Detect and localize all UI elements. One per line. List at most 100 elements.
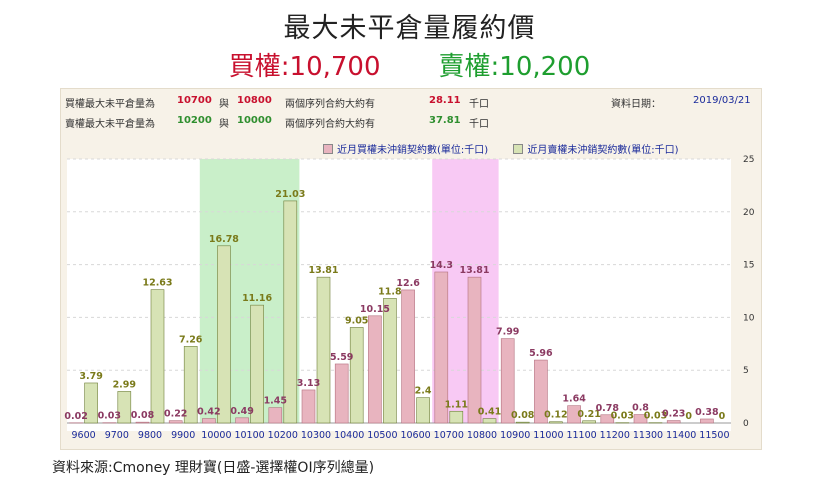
call-label: 買權	[228, 52, 281, 82]
info-put-unit: 千口	[469, 119, 489, 130]
x-tick-label: 11400	[666, 430, 696, 441]
call-bar-label: 0.78	[596, 403, 620, 414]
info-put-amount: 37.81	[429, 115, 461, 126]
put-bar	[283, 200, 298, 424]
x-tick-label: 11500	[699, 430, 729, 441]
info-call-and: 與	[219, 99, 229, 110]
put-bar-label: 0.12	[544, 410, 567, 421]
put-bar-label: 11.8	[378, 286, 402, 297]
put-bar-label: 9.05	[345, 315, 368, 326]
put-label: 賣權	[438, 52, 491, 82]
info-date-label: 資料日期：	[611, 99, 661, 110]
x-tick-label: 10900	[500, 430, 530, 441]
info-call-amount: 28.11	[429, 95, 461, 106]
put-bar	[449, 410, 464, 424]
call-bar	[567, 405, 581, 424]
call-bar-label: 12.6	[396, 278, 420, 289]
call-bar	[600, 414, 615, 424]
info-call-v1: 10700	[177, 95, 212, 106]
call-max-strike: 買權:10,700	[229, 52, 381, 82]
put-bar-label: 11.16	[242, 293, 272, 304]
y-tick-label: 20	[743, 208, 755, 218]
put-bar-label: 0	[685, 411, 692, 422]
call-bar-label: 7.99	[496, 327, 519, 338]
call-bar	[235, 417, 249, 424]
put-bar	[217, 245, 231, 424]
put-bar-label: 16.78	[209, 234, 239, 245]
call-bar	[434, 271, 449, 424]
plot-area	[67, 159, 731, 431]
x-tick-label: 10100	[234, 430, 264, 441]
put-bar-label: 2.4	[415, 386, 432, 397]
put-bar-label: 0.21	[577, 409, 600, 420]
put-bar	[84, 382, 98, 424]
call-bar	[666, 420, 681, 424]
put-bar-label: 0	[719, 411, 726, 422]
put-bar	[250, 304, 264, 424]
x-tick-label: 11200	[600, 430, 630, 441]
put-bar	[150, 289, 165, 424]
info-put-and: 與	[219, 119, 229, 130]
put-bar-label: 0.08	[511, 410, 535, 421]
x-tick-label: 10000	[201, 430, 231, 441]
put-bar-label: 21.03	[275, 189, 305, 200]
put-bar	[549, 421, 563, 424]
x-tick-label: 10200	[268, 430, 298, 441]
x-tick-label: 10400	[334, 430, 364, 441]
call-bar-label: 0.22	[164, 409, 187, 420]
call-bar-label: 10.15	[360, 304, 390, 315]
x-tick-label: 10300	[301, 430, 331, 441]
info-put-text: 兩個序列合約大約有	[285, 119, 375, 130]
highlight-band-put	[199, 159, 300, 423]
call-bar-label: 0.08	[131, 410, 155, 421]
call-bar	[268, 407, 283, 424]
x-tick-label: 11000	[533, 430, 563, 441]
put-bar-label: 3.79	[79, 371, 102, 382]
call-bar	[301, 389, 316, 424]
put-bar	[582, 420, 596, 424]
info-put-v2: 10000	[237, 115, 272, 126]
legend-item-put: 近月賣權未沖銷契約數(單位:千口)	[513, 141, 679, 156]
call-bar-label: 3.13	[297, 378, 320, 389]
call-bar-label: 13.81	[459, 265, 489, 276]
call-bar-label: 0.49	[230, 406, 253, 417]
info-call-v2: 10800	[237, 95, 272, 106]
info-put-label: 賣權最大未平倉量為	[65, 119, 155, 130]
call-bar	[700, 418, 714, 424]
put-bar-label: 13.81	[308, 265, 338, 276]
put-value: :10,200	[490, 52, 591, 82]
put-bar-label: 0.03	[644, 411, 667, 422]
legend-item-call: 近月買權未沖銷契約數(單位:千口)	[323, 141, 488, 156]
call-bar-label: 5.96	[529, 348, 553, 359]
legend-label-put: 近月賣權未沖銷契約數(單位:千口)	[527, 145, 679, 156]
y-tick-label: 5	[743, 366, 749, 376]
x-tick-label: 10500	[367, 430, 397, 441]
call-bar-label: 0.38	[695, 407, 719, 418]
call-bar-label: 5.59	[330, 352, 353, 363]
chart-subtitle: 買權:10,700 賣權:10,200	[0, 46, 819, 83]
chart-panel: 買權最大未平倉量為 10700 與 10800 兩個序列合約大約有 28.11 …	[60, 88, 762, 450]
call-bar-label: 1.64	[562, 394, 586, 405]
call-bar-label: 14.3	[430, 260, 453, 271]
put-bar-label: 0.03	[611, 411, 634, 422]
call-bar	[401, 289, 415, 424]
put-bar-label: 2.99	[113, 379, 136, 390]
info-put-v1: 10200	[177, 115, 212, 126]
call-bar-label: 0.42	[197, 407, 220, 418]
call-bar	[334, 363, 349, 424]
chart-title: 最大未平倉量履約價	[283, 13, 536, 44]
bar-chart: 05101520250.023.7996000.032.9997000.0812…	[64, 155, 755, 441]
call-bar-label: 0.23	[662, 409, 685, 420]
x-tick-label: 10700	[434, 430, 464, 441]
info-call-label: 買權最大未平倉量為	[65, 99, 155, 110]
put-bar-label: 0.41	[478, 407, 501, 418]
put-bar-label: 7.26	[179, 334, 203, 345]
call-bar-label: 0.03	[98, 411, 121, 422]
call-bar	[135, 421, 150, 424]
legend-label-call: 近月買權未沖銷契約數(單位:千口)	[337, 145, 489, 156]
put-bar-label: 12.63	[142, 278, 172, 289]
x-tick-label: 9700	[105, 430, 129, 441]
put-bar	[515, 421, 530, 424]
call-bar-label: 0.02	[64, 411, 87, 422]
put-bar	[316, 276, 331, 424]
